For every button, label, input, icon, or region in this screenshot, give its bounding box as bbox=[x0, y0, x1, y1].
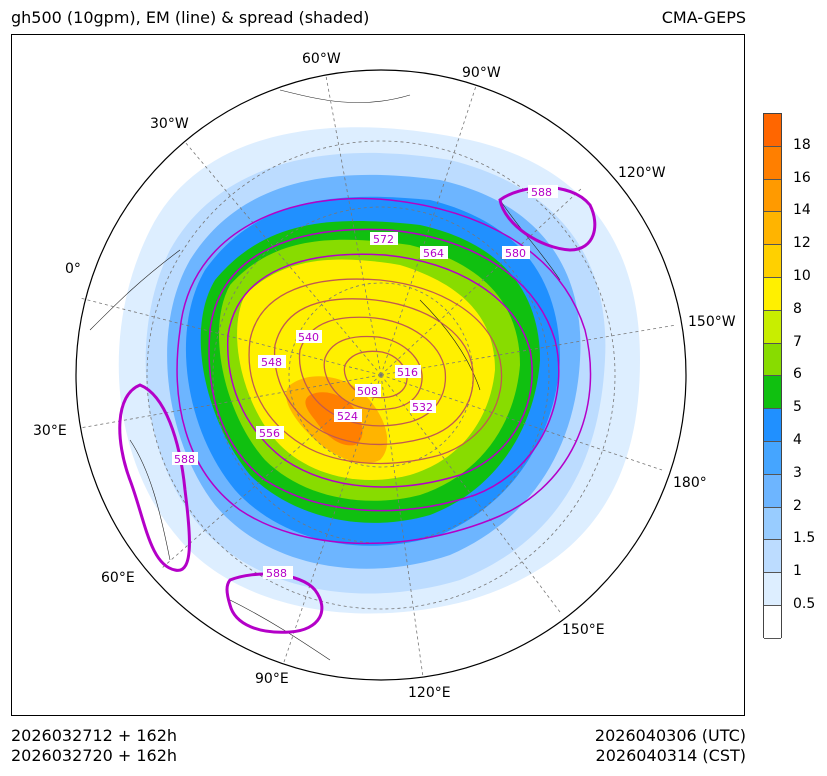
valid-time-cst: 2026040314 (CST) bbox=[595, 746, 746, 765]
contour-label: 564 bbox=[423, 247, 444, 260]
colorbar bbox=[763, 113, 782, 639]
colorbar-segment bbox=[764, 573, 781, 606]
colorbar-segment bbox=[764, 179, 781, 213]
colorbar-segment bbox=[764, 540, 781, 574]
contour-516 bbox=[343, 350, 408, 399]
lon-label: 60°E bbox=[101, 570, 135, 586]
contour-labels: 588 572 564 580 540 548 516 508 524 532 … bbox=[172, 185, 558, 580]
colorbar-label: 8 bbox=[793, 300, 802, 317]
valid-time-utc: 2026040306 (UTC) bbox=[594, 726, 746, 745]
colorbar-segment bbox=[764, 146, 781, 180]
colorbar-label: 10 bbox=[793, 268, 811, 284]
colorbar-segment bbox=[764, 212, 781, 246]
colorbar-label: 12 bbox=[793, 235, 811, 252]
colorbar-label: 6 bbox=[793, 366, 802, 383]
lon-label: 60°W bbox=[302, 51, 341, 67]
longitude-labels: 60°W 90°W 30°W 120°W 0° 150°W 30°E 180° … bbox=[33, 51, 736, 701]
contour-label: 516 bbox=[397, 366, 418, 379]
lon-label: 30°E bbox=[33, 423, 67, 439]
colorbar-label: 5 bbox=[793, 399, 802, 416]
lon-label: 0° bbox=[65, 261, 81, 277]
colorbar-label: 1.5 bbox=[793, 530, 816, 547]
init-time-utc: 2026032712 + 162h bbox=[11, 726, 178, 745]
em-contours bbox=[176, 197, 592, 545]
contour-label: 524 bbox=[337, 410, 358, 423]
colorbar-label: 0.5 bbox=[793, 596, 816, 612]
colorbar-segment bbox=[764, 114, 781, 147]
contour-label: 588 bbox=[531, 186, 552, 199]
contour-564 bbox=[208, 228, 560, 512]
contour-548 bbox=[248, 278, 503, 465]
colorbar-label: 18 bbox=[793, 136, 811, 153]
coastlines bbox=[89, 89, 561, 661]
colorbar-label: 7 bbox=[793, 333, 802, 350]
graticule bbox=[79, 75, 677, 678]
contour-556 bbox=[226, 253, 533, 488]
colorbar-label: 14 bbox=[793, 202, 811, 219]
colorbar-segment bbox=[764, 310, 781, 344]
lon-label: 30°W bbox=[150, 116, 189, 132]
spread-14 bbox=[305, 392, 363, 446]
init-time-cst: 2026032720 + 162h bbox=[11, 746, 178, 765]
colorbar-segment bbox=[764, 606, 781, 639]
contour-label: 548 bbox=[261, 356, 282, 369]
contour-label: 572 bbox=[373, 233, 394, 246]
spread-shading bbox=[118, 127, 640, 614]
colorbar-label: 16 bbox=[793, 169, 811, 186]
colorbar-segment bbox=[764, 409, 781, 442]
lon-label: 180° bbox=[673, 475, 707, 491]
lon-label: 120°E bbox=[408, 685, 451, 701]
lon-label: 150°W bbox=[688, 314, 736, 330]
map-title: gh500 (10gpm), EM (line) & spread (shade… bbox=[11, 8, 370, 27]
colorbar-segment bbox=[764, 474, 781, 508]
contour-label: 508 bbox=[357, 385, 378, 398]
contour-label: 556 bbox=[259, 427, 280, 440]
contour-540 bbox=[273, 298, 474, 446]
contour-588-africa bbox=[118, 383, 191, 572]
colorbar-segment bbox=[764, 442, 781, 475]
colorbar-label: 3 bbox=[793, 464, 802, 481]
contour-532 bbox=[298, 316, 447, 427]
colorbar-segment bbox=[764, 343, 781, 377]
colorbar-label: 1 bbox=[793, 563, 802, 580]
lon-label: 90°W bbox=[462, 65, 501, 81]
inner-contours bbox=[248, 278, 503, 465]
contour-label: 540 bbox=[298, 331, 319, 344]
lon-label: 120°W bbox=[618, 165, 666, 181]
colorbar-segment bbox=[764, 278, 781, 311]
lon-label: 150°E bbox=[562, 622, 605, 638]
contour-label: 588 bbox=[266, 567, 287, 580]
map-frame bbox=[11, 34, 745, 716]
contour-label: 580 bbox=[505, 247, 526, 260]
contour-label: 588 bbox=[174, 453, 195, 466]
contour-580 bbox=[176, 197, 592, 545]
colorbar-label: 2 bbox=[793, 497, 802, 514]
colorbar-segment bbox=[764, 376, 781, 410]
contour-label: 532 bbox=[412, 401, 433, 414]
colorbar-segment bbox=[764, 245, 781, 278]
contour-524 bbox=[323, 335, 423, 411]
colorbar-segment bbox=[764, 507, 781, 541]
model-name: CMA-GEPS bbox=[661, 8, 746, 27]
lon-label: 90°E bbox=[255, 671, 289, 687]
colorbar-label: 4 bbox=[793, 432, 802, 448]
map-boundary bbox=[75, 69, 687, 681]
